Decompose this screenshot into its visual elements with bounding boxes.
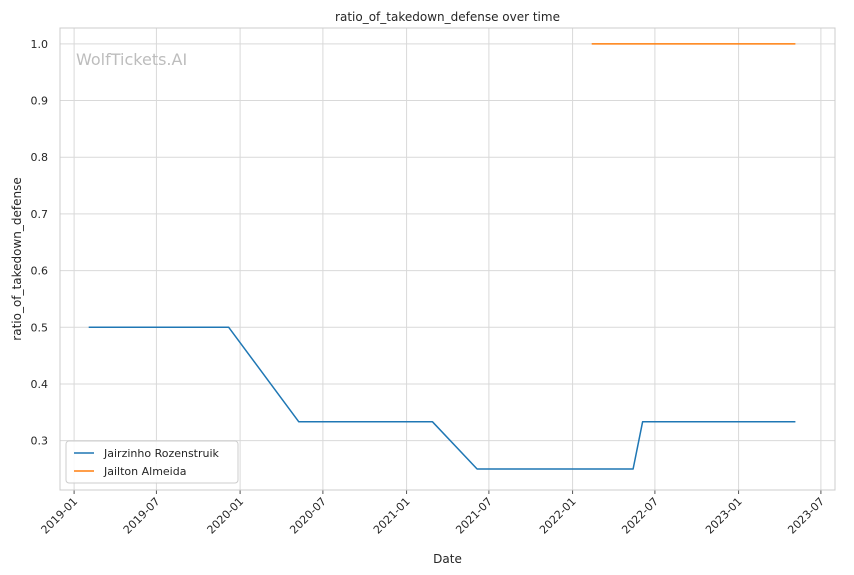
x-tick-label: 2023-01	[703, 495, 745, 537]
y-tick-label: 0.3	[31, 435, 49, 448]
x-tick-label: 2020-07	[287, 495, 329, 537]
x-axis-label: Date	[433, 552, 462, 566]
grid	[60, 28, 835, 494]
y-tick-label: 1.0	[31, 38, 49, 51]
y-tick-label: 0.4	[31, 378, 49, 391]
x-tick-label: 2022-01	[537, 495, 579, 537]
chart-title: ratio_of_takedown_defense over time	[335, 10, 560, 24]
x-tick-label: 2019-07	[121, 495, 163, 537]
y-tick-label: 0.9	[31, 95, 49, 108]
series-layer	[88, 43, 796, 470]
y-tick-labels: 0.3 0.4 0.5 0.6 0.7 0.8 0.9 1.0	[31, 38, 49, 448]
legend-label: Jailton Almeida	[103, 465, 186, 478]
x-tick-label: 2020-01	[205, 495, 247, 537]
x-tick-label: 2021-01	[371, 495, 413, 537]
x-tick-label: 2022-07	[619, 495, 661, 537]
legend-box	[65, 440, 239, 484]
series-line	[88, 326, 796, 470]
x-tick-label: 2023-07	[785, 495, 827, 537]
y-tick-label: 0.6	[31, 265, 49, 278]
y-tick-label: 0.7	[31, 208, 49, 221]
y-tick-label: 0.5	[31, 321, 49, 334]
legend-label: Jairzinho Rozenstruik	[103, 447, 220, 460]
y-tick-label: 0.8	[31, 151, 49, 164]
plot-frame	[59, 27, 836, 491]
legend: Jairzinho Rozenstruik Jailton Almeida	[65, 440, 239, 484]
watermark: WolfTickets.AI	[76, 50, 187, 69]
x-tick-label: 2019-01	[39, 495, 81, 537]
x-tick-label: 2021-07	[453, 495, 495, 537]
x-tick-labels: 2019-01 2019-07 2020-01 2020-07 2021-01 2021-…	[39, 495, 827, 537]
y-axis-label: ratio_of_takedown_defense	[10, 177, 24, 340]
